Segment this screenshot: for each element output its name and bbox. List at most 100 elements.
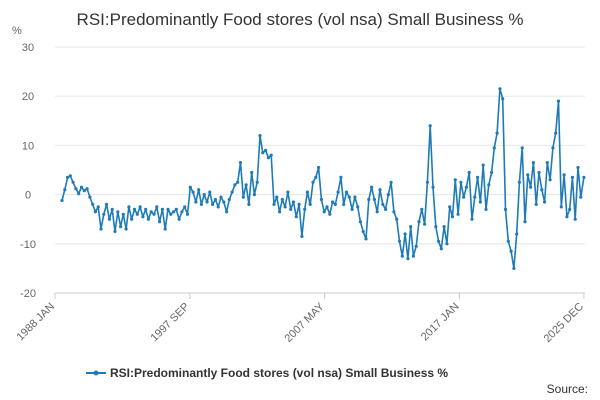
data-point[interactable] (512, 266, 516, 270)
data-point[interactable] (314, 175, 318, 179)
data-point[interactable] (275, 195, 279, 199)
data-point[interactable] (445, 242, 449, 246)
data-point[interactable] (130, 217, 134, 221)
data-point[interactable] (414, 244, 418, 248)
data-point[interactable] (517, 180, 522, 184)
data-point[interactable] (138, 205, 142, 209)
data-point[interactable] (305, 190, 309, 194)
data-point[interactable] (149, 210, 153, 214)
data-point[interactable] (311, 180, 315, 184)
data-point[interactable] (548, 178, 552, 182)
data-point[interactable] (119, 225, 123, 229)
data-point[interactable] (199, 202, 203, 206)
data-point[interactable] (568, 207, 572, 211)
data-point[interactable] (250, 170, 254, 175)
data-point[interactable] (333, 202, 337, 206)
data-point[interactable] (378, 188, 382, 192)
data-point[interactable] (71, 180, 75, 184)
data-point[interactable] (397, 239, 402, 243)
data-point[interactable] (88, 195, 92, 199)
data-point[interactable] (191, 190, 195, 194)
data-point[interactable] (406, 257, 410, 261)
data-point[interactable] (82, 189, 86, 193)
data-point[interactable] (66, 175, 70, 179)
data-point[interactable] (241, 195, 245, 199)
data-point[interactable] (247, 202, 251, 206)
data-point[interactable] (579, 195, 583, 199)
data-point[interactable] (515, 232, 519, 236)
data-point[interactable] (99, 227, 103, 231)
data-point[interactable] (225, 210, 229, 214)
data-point[interactable] (252, 193, 256, 197)
data-point[interactable] (188, 185, 192, 189)
data-point[interactable] (476, 175, 480, 179)
data-point[interactable] (540, 188, 544, 192)
data-point[interactable] (428, 124, 432, 128)
data-point[interactable] (144, 207, 148, 211)
data-point[interactable] (291, 200, 296, 204)
data-point[interactable] (261, 151, 265, 155)
data-point[interactable] (107, 217, 111, 221)
data-point[interactable] (272, 202, 276, 206)
data-point[interactable] (213, 197, 217, 202)
data-point[interactable] (473, 195, 477, 199)
data-point[interactable] (367, 197, 371, 202)
data-point[interactable] (417, 220, 421, 224)
data-point[interactable] (255, 180, 259, 184)
data-point[interactable] (183, 205, 187, 209)
data-point[interactable] (63, 188, 67, 192)
data-point[interactable] (389, 180, 393, 184)
data-point[interactable] (146, 217, 150, 221)
data-point[interactable] (174, 207, 178, 211)
data-point[interactable] (317, 165, 321, 170)
data-point[interactable] (551, 146, 555, 150)
data-point[interactable] (347, 195, 351, 199)
data-point[interactable] (286, 190, 290, 194)
data-point[interactable] (127, 205, 131, 209)
data-point[interactable] (77, 192, 81, 196)
data-point[interactable] (121, 212, 125, 216)
data-point[interactable] (244, 183, 248, 187)
data-point[interactable] (283, 205, 287, 209)
data-point[interactable] (554, 131, 558, 135)
data-point[interactable] (160, 207, 164, 211)
data-point[interactable] (372, 197, 376, 202)
data-point[interactable] (269, 153, 273, 157)
data-point[interactable] (233, 183, 237, 187)
data-point[interactable] (258, 134, 262, 138)
data-point[interactable] (361, 229, 365, 234)
data-point[interactable] (425, 180, 429, 184)
data-point[interactable] (562, 173, 566, 177)
data-point[interactable] (470, 217, 474, 221)
data-point[interactable] (219, 195, 223, 199)
data-point[interactable] (573, 217, 577, 221)
data-point[interactable] (331, 200, 335, 204)
legend[interactable]: RSI:Predominantly Food stores (vol nsa) … (86, 366, 448, 380)
data-point[interactable] (434, 225, 438, 229)
data-point[interactable] (543, 200, 547, 204)
data-point[interactable] (216, 205, 220, 209)
data-point[interactable] (556, 99, 561, 103)
data-point[interactable] (91, 202, 95, 206)
data-point[interactable] (459, 180, 463, 184)
data-point[interactable] (395, 217, 399, 221)
data-point[interactable] (60, 198, 64, 203)
data-point[interactable] (169, 212, 173, 216)
data-point[interactable] (194, 200, 198, 204)
data-point[interactable] (350, 207, 354, 211)
data-point[interactable] (303, 207, 307, 211)
data-point[interactable] (325, 205, 329, 209)
data-point[interactable] (381, 202, 385, 206)
data-point[interactable] (110, 207, 114, 211)
data-point[interactable] (464, 185, 468, 189)
data-point[interactable] (132, 207, 137, 211)
data-point[interactable] (339, 175, 343, 179)
data-point[interactable] (501, 97, 505, 101)
data-point[interactable] (484, 207, 488, 211)
data-point[interactable] (453, 178, 457, 182)
data-point[interactable] (364, 237, 368, 241)
data-point[interactable] (105, 202, 109, 206)
data-point[interactable] (155, 205, 159, 209)
data-point[interactable] (582, 175, 586, 179)
data-point[interactable] (423, 222, 427, 226)
